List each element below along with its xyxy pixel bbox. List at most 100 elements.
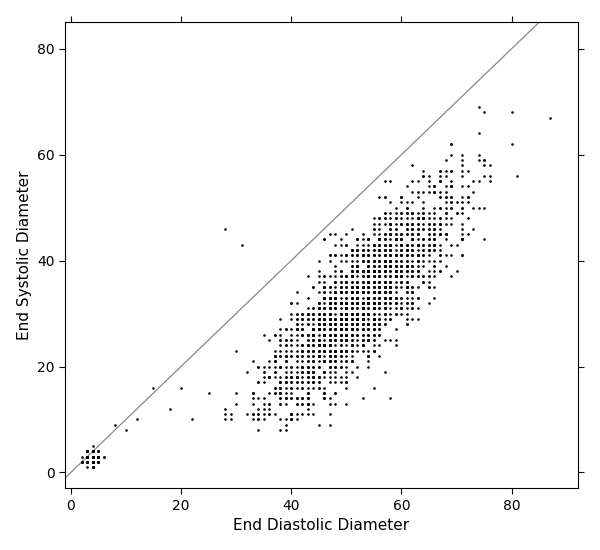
- Point: [369, 325, 379, 334]
- Point: [265, 357, 274, 366]
- Point: [353, 272, 362, 281]
- Point: [308, 357, 318, 366]
- Point: [314, 315, 323, 323]
- Point: [391, 309, 401, 318]
- Point: [364, 272, 373, 281]
- Point: [386, 283, 395, 292]
- Point: [386, 256, 395, 265]
- Point: [292, 373, 302, 382]
- Point: [325, 362, 335, 371]
- Point: [303, 309, 313, 318]
- Point: [380, 256, 389, 265]
- Point: [319, 367, 329, 376]
- Point: [347, 315, 356, 323]
- Point: [441, 192, 451, 201]
- Point: [446, 140, 456, 148]
- Point: [336, 325, 346, 334]
- Point: [83, 452, 92, 461]
- Point: [430, 235, 439, 244]
- Point: [364, 320, 373, 328]
- Point: [358, 325, 368, 334]
- Point: [353, 315, 362, 323]
- Point: [435, 203, 445, 212]
- Point: [374, 272, 384, 281]
- Point: [88, 452, 98, 461]
- Point: [435, 246, 445, 255]
- Point: [402, 251, 412, 260]
- Point: [358, 283, 368, 292]
- Point: [336, 299, 346, 307]
- Point: [364, 246, 373, 255]
- Point: [485, 172, 494, 180]
- Point: [265, 399, 274, 408]
- Point: [407, 251, 417, 260]
- Point: [331, 304, 340, 312]
- Point: [94, 458, 103, 466]
- Point: [407, 214, 417, 223]
- Point: [253, 378, 263, 387]
- Point: [314, 341, 323, 350]
- Point: [413, 219, 423, 228]
- Point: [380, 261, 389, 270]
- Point: [430, 246, 439, 255]
- Point: [369, 256, 379, 265]
- Point: [319, 272, 329, 281]
- Point: [314, 351, 323, 360]
- Point: [308, 357, 318, 366]
- Point: [88, 452, 98, 461]
- Point: [286, 346, 296, 355]
- Point: [479, 161, 489, 169]
- Point: [364, 261, 373, 270]
- Point: [364, 293, 373, 302]
- Point: [419, 214, 428, 223]
- Point: [380, 267, 389, 276]
- Point: [386, 256, 395, 265]
- Point: [374, 293, 384, 302]
- Point: [298, 309, 307, 318]
- Point: [341, 315, 351, 323]
- Point: [336, 309, 346, 318]
- Point: [298, 346, 307, 355]
- Point: [303, 362, 313, 371]
- Point: [353, 293, 362, 302]
- Point: [347, 304, 356, 312]
- Point: [374, 267, 384, 276]
- Point: [364, 272, 373, 281]
- Point: [435, 256, 445, 265]
- Point: [275, 362, 285, 371]
- Point: [347, 357, 356, 366]
- Point: [419, 214, 428, 223]
- Point: [413, 293, 423, 302]
- Point: [369, 240, 379, 249]
- Point: [391, 235, 401, 244]
- Point: [397, 230, 406, 239]
- Point: [314, 341, 323, 350]
- Point: [303, 378, 313, 387]
- Point: [303, 399, 313, 408]
- Point: [358, 331, 368, 339]
- Point: [331, 293, 340, 302]
- Point: [364, 272, 373, 281]
- Point: [308, 309, 318, 318]
- Point: [358, 293, 368, 302]
- Point: [347, 299, 356, 307]
- Point: [353, 309, 362, 318]
- Point: [270, 383, 280, 392]
- Point: [331, 346, 340, 355]
- Point: [353, 299, 362, 307]
- Point: [353, 304, 362, 312]
- Point: [341, 272, 351, 281]
- Point: [446, 203, 456, 212]
- Point: [446, 182, 456, 191]
- Point: [369, 251, 379, 260]
- Point: [265, 404, 274, 413]
- Point: [286, 415, 296, 424]
- Point: [341, 336, 351, 344]
- Point: [347, 272, 356, 281]
- Point: [325, 299, 335, 307]
- Point: [374, 299, 384, 307]
- Point: [325, 341, 335, 350]
- Point: [347, 246, 356, 255]
- Point: [298, 346, 307, 355]
- Point: [341, 378, 351, 387]
